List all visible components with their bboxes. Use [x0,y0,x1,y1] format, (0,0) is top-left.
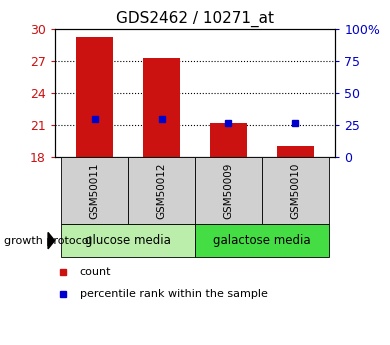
Text: GSM50011: GSM50011 [90,162,100,219]
Text: GSM50010: GSM50010 [290,162,300,219]
Bar [61,157,128,224]
Bar [143,58,180,157]
Text: GSM50012: GSM50012 [156,162,167,219]
Bar [61,224,195,257]
Bar [128,157,195,224]
Text: galactose media: galactose media [213,234,311,247]
Text: growth protocol: growth protocol [4,236,92,246]
Text: percentile rank within the sample: percentile rank within the sample [80,289,268,299]
Bar [210,123,247,157]
Bar [195,224,329,257]
Bar [262,157,329,224]
Bar [76,37,113,157]
Polygon shape [48,233,55,249]
Text: count: count [80,267,112,277]
Text: GSM50009: GSM50009 [223,162,234,219]
Title: GDS2462 / 10271_at: GDS2462 / 10271_at [116,10,274,27]
Bar [195,157,262,224]
Text: glucose media: glucose media [85,234,171,247]
Bar [277,146,314,157]
